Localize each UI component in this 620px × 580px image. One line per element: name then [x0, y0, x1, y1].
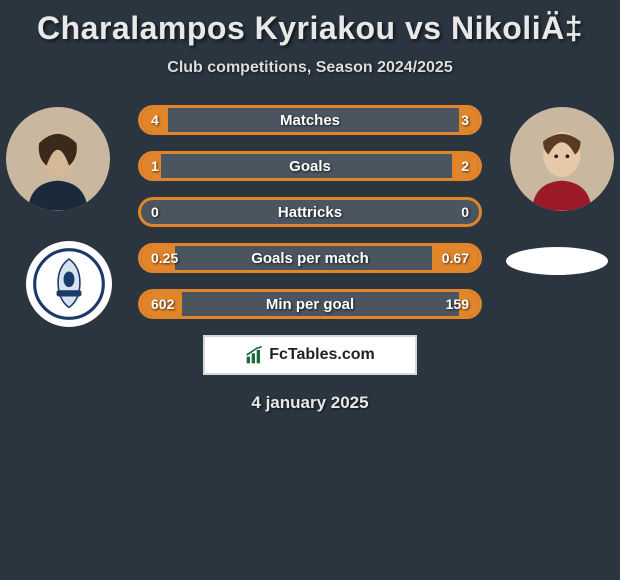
- club-left-logo: [26, 241, 112, 327]
- stat-row: 0.25Goals per match0.67: [138, 243, 482, 273]
- shield-icon: [30, 245, 108, 323]
- brand-text: FcTables.com: [269, 346, 375, 364]
- club-right-logo: [506, 247, 608, 275]
- stat-label: Min per goal: [141, 292, 479, 316]
- date-label: 4 january 2025: [0, 393, 620, 413]
- person-icon: [11, 117, 105, 211]
- chart-icon: [245, 345, 265, 365]
- stat-label: Matches: [141, 108, 479, 132]
- page-title: Charalampos Kyriakou vs NikoliÄ‡: [0, 0, 620, 47]
- stat-value-right: 0.67: [442, 246, 469, 270]
- stats-bars: 4Matches3 1Goals2 0Hattricks0 0.25Goals per…: [138, 105, 482, 319]
- stat-label: Goals: [141, 154, 479, 178]
- brand-box: FcTables.com: [203, 335, 417, 375]
- stat-row: 0Hattricks0: [138, 197, 482, 227]
- stat-label: Goals per match: [141, 246, 479, 270]
- stat-value-right: 2: [461, 154, 469, 178]
- person-icon: [515, 117, 609, 211]
- player-right-avatar: [510, 107, 614, 211]
- player-left-avatar: [6, 107, 110, 211]
- stat-value-right: 0: [461, 200, 469, 224]
- comparison-content: 4Matches3 1Goals2 0Hattricks0 0.25Goals per…: [0, 105, 620, 319]
- stat-row: 1Goals2: [138, 151, 482, 181]
- stat-label: Hattricks: [141, 200, 479, 224]
- stat-value-right: 3: [461, 108, 469, 132]
- stat-value-right: 159: [446, 292, 469, 316]
- stat-row: 4Matches3: [138, 105, 482, 135]
- stat-row: 602Min per goal159: [138, 289, 482, 319]
- subtitle: Club competitions, Season 2024/2025: [0, 59, 620, 77]
